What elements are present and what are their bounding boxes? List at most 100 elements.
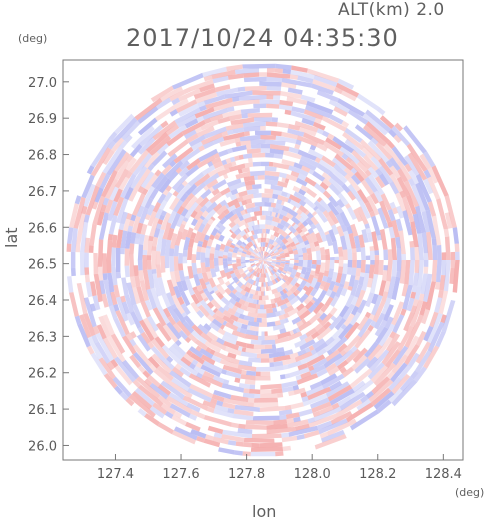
radar-cell — [283, 248, 289, 254]
radar-cell — [303, 278, 308, 282]
radar-cell — [142, 370, 151, 379]
radar-cell — [107, 200, 118, 222]
radar-cell — [332, 241, 339, 254]
radar-cell — [293, 277, 299, 281]
radar-cell — [229, 246, 234, 250]
radar-cell — [246, 188, 259, 195]
radar-cell — [156, 142, 169, 155]
radar-cell — [300, 352, 319, 365]
radar-cell — [310, 223, 317, 230]
radar-cell — [329, 388, 355, 406]
radar-cell — [96, 210, 105, 226]
radar-cell — [303, 240, 310, 246]
radar-cell — [102, 314, 115, 336]
radar-cell — [263, 255, 266, 260]
radar-cell — [299, 169, 309, 177]
y-tick-label: 26.1 — [28, 403, 57, 418]
radar-cell — [217, 116, 231, 124]
radar-cell — [198, 145, 205, 152]
radar-cell — [260, 393, 278, 399]
radar-cell — [146, 260, 152, 270]
radar-cell — [171, 173, 189, 191]
radar-cell — [316, 420, 333, 431]
radar-cell — [289, 285, 298, 294]
radar-cell — [399, 260, 407, 284]
radar-cell — [263, 260, 268, 262]
radar-cell — [261, 268, 264, 274]
radar-cell — [352, 260, 357, 268]
radar-cell — [179, 366, 192, 377]
radar-cell — [216, 291, 221, 297]
radar-cell — [410, 221, 419, 248]
radar-cell — [347, 190, 357, 201]
radar-cell — [275, 311, 281, 317]
radar-cell — [265, 152, 275, 158]
radar-cell — [271, 260, 277, 262]
radar-cell — [273, 231, 280, 238]
radar-cell — [164, 239, 172, 257]
radar-cell — [244, 162, 254, 168]
radar-cell — [275, 237, 280, 243]
radar-cell — [298, 260, 304, 267]
radar-cell — [199, 207, 206, 213]
radar-cell — [221, 335, 237, 345]
radar-cell — [249, 258, 255, 262]
radar-cell — [306, 354, 326, 368]
radar-cell — [146, 255, 152, 260]
radar-cell — [162, 222, 172, 240]
radar-cell — [263, 260, 268, 262]
radar-cell — [278, 104, 293, 111]
radar-cell — [227, 252, 233, 258]
radar-cell — [369, 210, 376, 218]
radar-cell — [96, 324, 107, 340]
radar-cell — [213, 351, 232, 363]
radar-cell — [243, 175, 255, 182]
radar-cell — [195, 251, 201, 260]
radar-cell — [378, 323, 396, 347]
radar-cell — [257, 224, 260, 229]
radar-cell — [260, 256, 263, 260]
radar-cell — [404, 320, 421, 348]
radar-cell — [92, 295, 101, 311]
radar-cell — [281, 278, 286, 283]
radar-cell — [250, 451, 276, 457]
radar-cell — [327, 133, 335, 140]
radar-cell — [184, 275, 190, 280]
radar-cell — [257, 277, 260, 282]
radar-cell — [326, 418, 357, 436]
radar-cell — [436, 198, 449, 230]
radar-cell — [295, 177, 308, 187]
radar-cell — [234, 377, 241, 383]
radar-cell — [219, 358, 239, 369]
radar-cell — [210, 113, 224, 122]
radar-cell — [285, 412, 300, 420]
radar-cell — [193, 289, 204, 303]
radar-cell — [213, 249, 220, 259]
radar-cell — [186, 227, 194, 238]
radar-cell — [269, 250, 274, 255]
radar-cell — [116, 229, 124, 248]
radar-cell — [161, 293, 171, 308]
radar-cell — [194, 210, 204, 221]
y-axis-ticks: 26.026.126.226.326.426.526.626.726.826.9… — [28, 76, 69, 454]
radar-cell — [358, 199, 372, 219]
radar-cell — [113, 151, 130, 172]
radar-cell — [94, 341, 111, 364]
radar-cell — [227, 198, 239, 208]
radar-cell — [300, 211, 309, 221]
radar-cell — [300, 155, 319, 168]
radar-cell — [391, 373, 411, 395]
radar-cell — [275, 271, 280, 276]
radar-cell — [263, 291, 266, 296]
radar-cell — [259, 286, 262, 292]
radar-cell — [454, 243, 460, 252]
radar-cell — [289, 74, 299, 80]
radar-cell — [261, 282, 264, 287]
radar-cell — [258, 260, 263, 262]
radar-cell — [233, 267, 238, 271]
radar-cell — [281, 177, 286, 183]
radar-cell — [162, 153, 178, 169]
radar-cell — [242, 121, 266, 128]
radar-cell — [297, 236, 304, 244]
radar-cell — [262, 251, 264, 256]
